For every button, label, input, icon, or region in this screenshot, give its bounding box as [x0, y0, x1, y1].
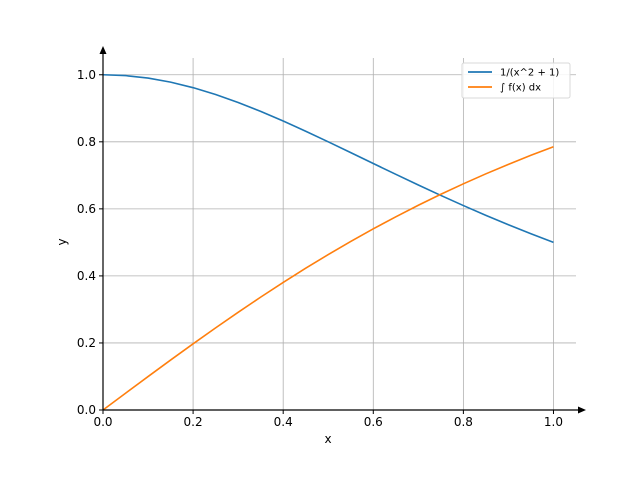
y-tick-label: 0.0	[77, 403, 96, 417]
legend-label-1: ∫ f(x) dx	[500, 83, 541, 94]
y-axis-arrow	[99, 46, 107, 54]
y-tick-label: 0.6	[77, 202, 96, 216]
x-axis-label: x	[324, 432, 331, 446]
y-axis-label: y	[55, 238, 69, 245]
y-tick-label: 1.0	[77, 68, 96, 82]
x-tick-label: 0.0	[93, 415, 112, 429]
y-tick-label: 0.8	[77, 135, 96, 149]
x-tick-label: 0.6	[364, 415, 383, 429]
ticks: 0.0 0.2 0.4 0.6 0.8 1.0 0.0 0.2 0.4 0.6 0.8 1.0	[77, 68, 563, 429]
x-axis-arrow	[578, 406, 586, 414]
x-tick-label: 0.2	[184, 415, 203, 429]
y-tick-label: 0.2	[77, 336, 96, 350]
series-line-0	[102, 73, 554, 244]
axes	[99, 46, 586, 414]
series-lines	[102, 73, 554, 411]
x-tick-label: 1.0	[544, 415, 563, 429]
y-tick-label: 0.4	[77, 269, 96, 283]
series-line-1	[102, 145, 554, 411]
legend: 1/(x^2 + 1) ∫ f(x) dx	[461, 62, 571, 99]
legend-label-0: 1/(x^2 + 1)	[500, 68, 559, 79]
x-tick-label: 0.4	[274, 415, 293, 429]
x-tick-label: 0.8	[454, 415, 473, 429]
